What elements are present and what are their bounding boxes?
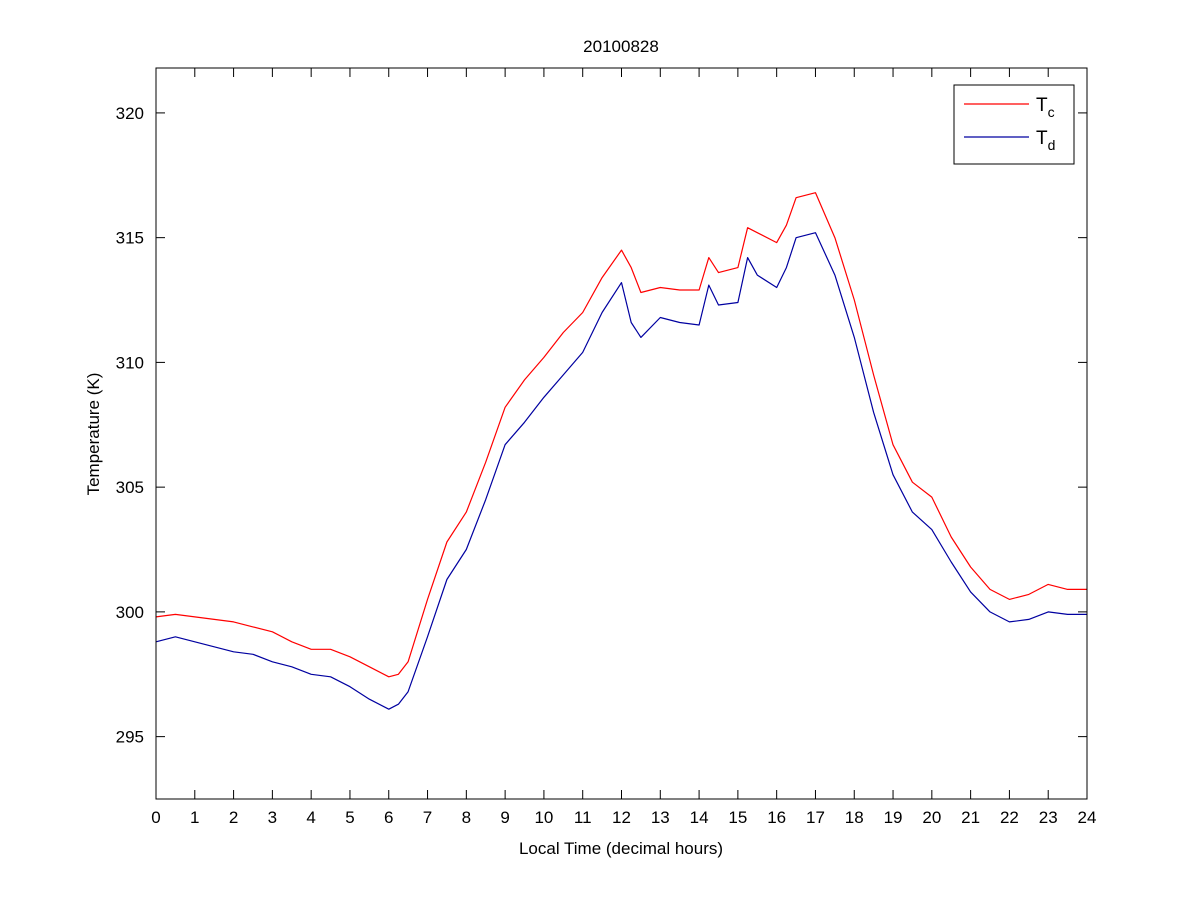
series-line-tc (155, 192, 1087, 678)
legend-label: Td (1036, 128, 1055, 153)
x-tick-label: 4 (306, 808, 315, 827)
x-tick-label: 11 (574, 808, 592, 827)
x-tick-label: 7 (423, 808, 432, 827)
y-tick-label: 320 (116, 104, 144, 123)
x-tick-label: 0 (151, 808, 160, 827)
x-tick-label: 23 (1039, 808, 1058, 827)
y-tick-label: 315 (116, 229, 144, 248)
x-tick-label: 20 (922, 808, 941, 827)
legend-label: Tc (1036, 95, 1055, 120)
y-tick-label: 310 (116, 353, 144, 372)
x-tick-label: 19 (884, 808, 903, 827)
x-tick-label: 14 (690, 808, 709, 827)
x-tick-label: 15 (728, 808, 747, 827)
y-tick-label: 300 (116, 603, 144, 622)
series-line-td (155, 232, 1087, 710)
legend-label-subscript: d (1048, 137, 1056, 153)
y-axis-label: Temperature (K) (84, 373, 103, 496)
chart-title: 20100828 (583, 37, 659, 56)
x-tick-label: 6 (384, 808, 393, 827)
x-tick-label: 2 (229, 808, 238, 827)
x-tick-label: 1 (190, 808, 199, 827)
x-tick-label: 13 (651, 808, 670, 827)
legend-label-subscript: c (1048, 104, 1055, 120)
x-tick-label: 5 (345, 808, 354, 827)
x-tick-label: 18 (845, 808, 864, 827)
plot-frame (155, 67, 1088, 800)
x-tick-label: 3 (268, 808, 277, 827)
y-tick-label: 305 (116, 478, 144, 497)
x-tick-label: 24 (1078, 808, 1097, 827)
x-tick-label: 16 (767, 808, 786, 827)
x-tick-label: 22 (1000, 808, 1019, 827)
x-tick-label: 8 (462, 808, 471, 827)
x-tick-label: 9 (500, 808, 509, 827)
x-tick-label: 21 (961, 808, 980, 827)
y-tick-label: 295 (116, 728, 144, 747)
x-tick-label: 17 (806, 808, 825, 827)
x-axis-label: Local Time (decimal hours) (519, 839, 723, 858)
legend-box (953, 84, 1075, 165)
legend-label-main: T (1036, 95, 1048, 116)
x-tick-label: 10 (534, 808, 553, 827)
x-tick-label: 12 (612, 808, 631, 827)
legend-label-main: T (1036, 128, 1048, 149)
